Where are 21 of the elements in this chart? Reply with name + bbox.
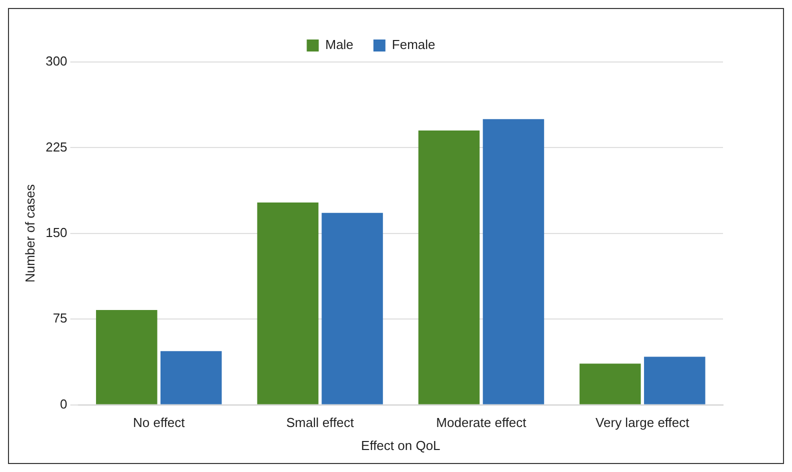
y-tick-label: 300	[46, 54, 68, 69]
y-tick-label: 225	[46, 139, 68, 154]
y-tick-label: 75	[52, 310, 68, 326]
x-axis-title: Effect on QoL	[361, 438, 440, 453]
bar	[160, 351, 222, 404]
bar	[257, 202, 318, 404]
legend-label: Male	[325, 37, 354, 52]
legend-label: Female	[392, 37, 436, 52]
x-tick-label: Small effect	[286, 415, 354, 430]
bar	[322, 212, 383, 404]
bar	[418, 130, 480, 404]
bar	[482, 119, 544, 404]
y-axis-title: Number of cases	[22, 184, 38, 283]
x-tick-label: Moderate effect	[436, 415, 527, 430]
x-tick-label: No effect	[132, 415, 186, 430]
y-tick-label: 150	[46, 224, 68, 240]
bar	[96, 310, 158, 404]
x-tick-label: Very large effect	[596, 415, 690, 430]
bar	[644, 356, 706, 404]
bar	[580, 364, 641, 404]
y-tick-label: 0	[60, 396, 68, 412]
